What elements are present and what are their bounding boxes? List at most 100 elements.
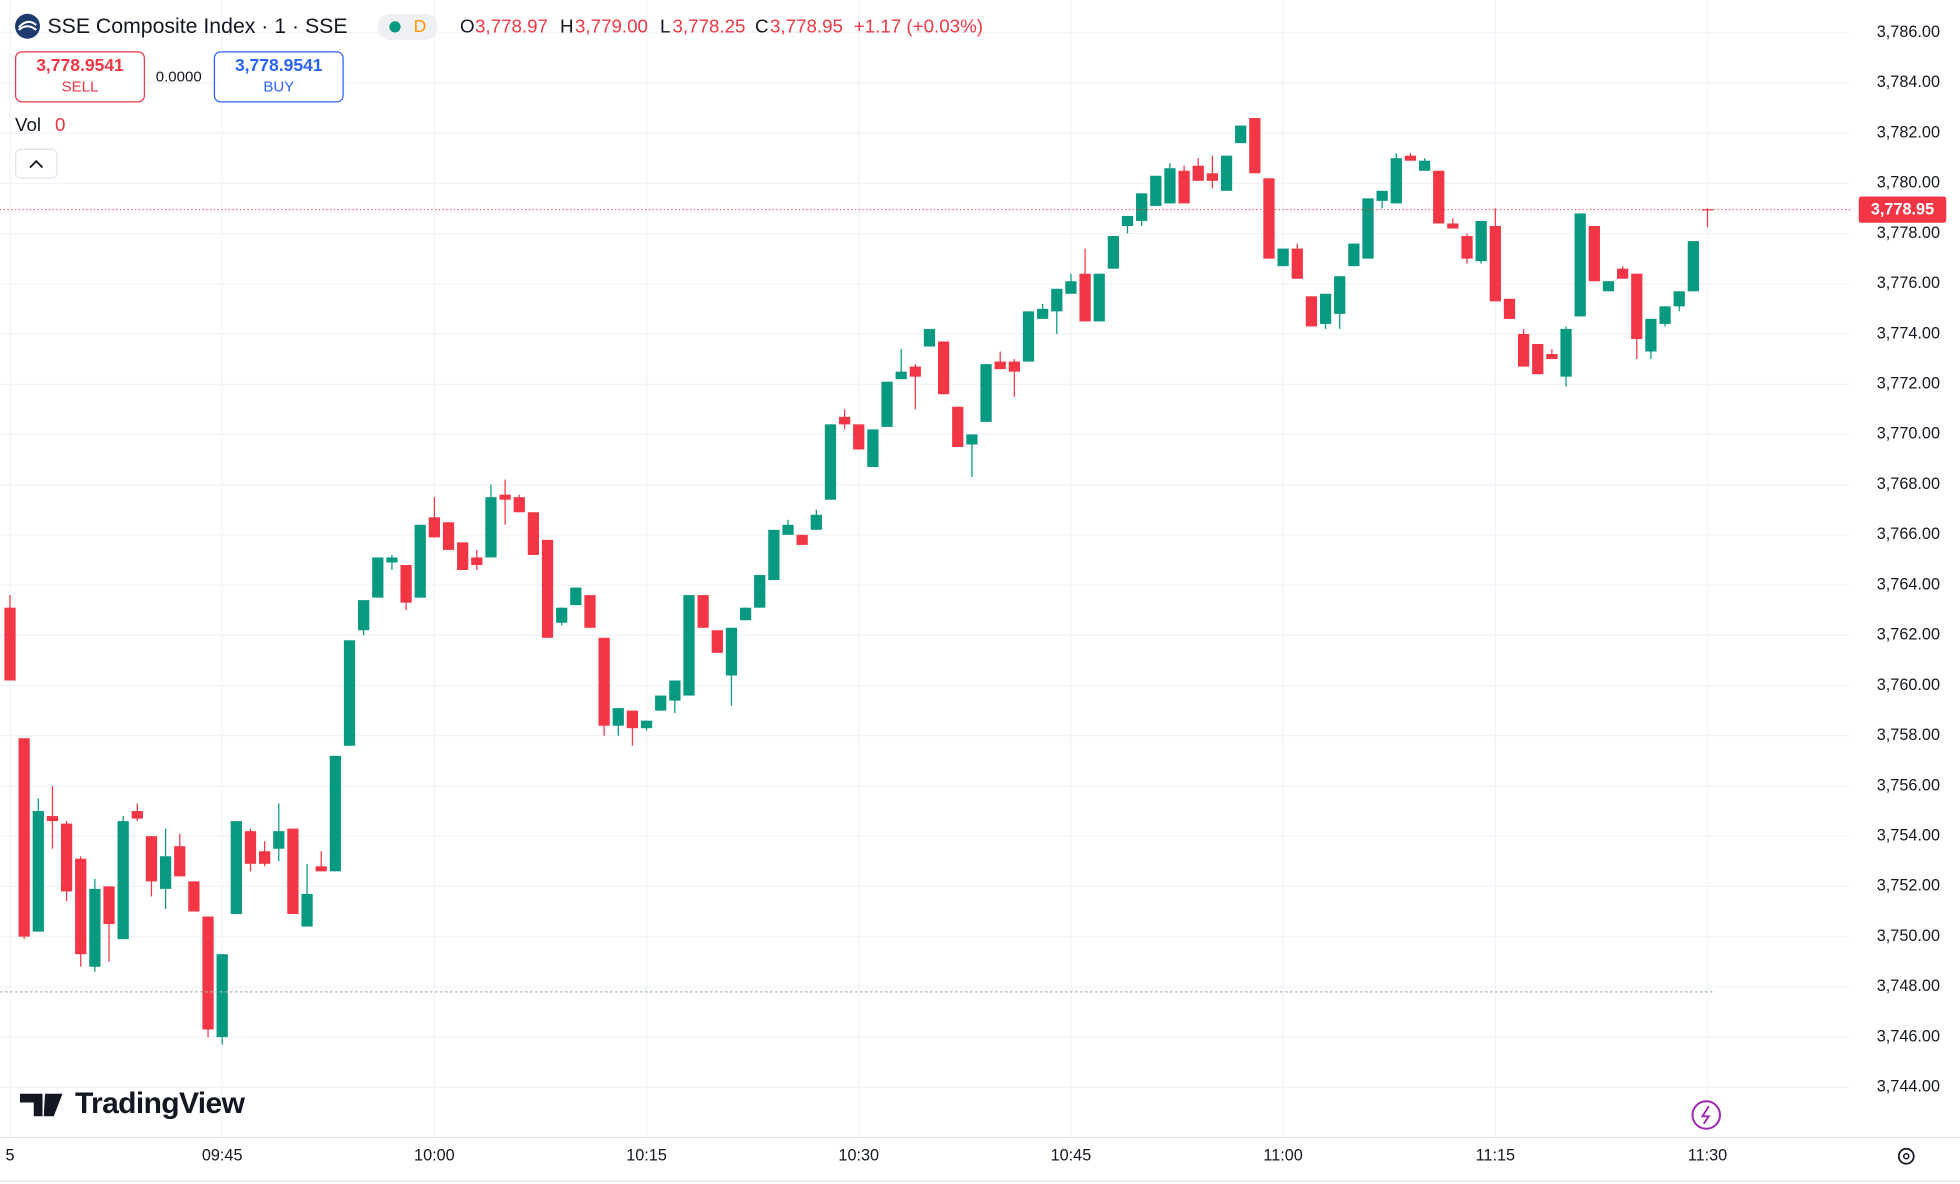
x-tick-label: 10:00 [414, 1147, 455, 1165]
last-price-badge [1858, 196, 1947, 223]
candle-body [32, 811, 44, 932]
candle-body [796, 534, 808, 545]
candle-body [1532, 344, 1544, 375]
status-pill[interactable] [377, 13, 438, 40]
candle-body [1037, 308, 1049, 319]
brand-name[interactable]: TradingView [75, 1087, 246, 1120]
candle-body [1574, 213, 1586, 317]
candles [4, 118, 1714, 1045]
x-tick-label: 10:15 [626, 1147, 667, 1165]
volume-label: Vol [15, 114, 41, 135]
candle-body [230, 821, 242, 915]
y-tick-label: 3,774.00 [1877, 324, 1940, 342]
candle-body [75, 858, 87, 955]
candle-body [117, 821, 129, 940]
x-tick-label: 09:45 [202, 1147, 243, 1165]
candle-body [895, 371, 907, 380]
candle-body [655, 695, 667, 711]
candle-body [1404, 155, 1417, 161]
candle-body [1687, 241, 1699, 292]
ohlc-key: L [660, 15, 670, 36]
candle-body [711, 630, 723, 653]
candle-body [1418, 160, 1431, 171]
spread: 0.0000 [156, 68, 202, 85]
candle-body [301, 893, 313, 927]
y-tick-label: 3,748.00 [1877, 977, 1940, 995]
y-tick-label: 3,750.00 [1877, 927, 1940, 945]
y-tick-label: 3,770.00 [1877, 425, 1940, 443]
y-tick-label: 3,778.00 [1877, 224, 1940, 242]
candle-body [1206, 173, 1219, 181]
candle-body [287, 828, 299, 915]
candle-body [174, 846, 186, 877]
candle-body [1390, 158, 1402, 204]
candle-body [1107, 236, 1119, 269]
candle-body [1546, 354, 1558, 360]
ohlc-key: O [460, 15, 475, 36]
candle-body [980, 364, 992, 422]
candle-body [216, 954, 228, 1038]
candle-body [754, 575, 766, 608]
x-tick-label: 11:00 [1263, 1147, 1302, 1165]
candle-body [372, 557, 384, 598]
alert-icon [1700, 1105, 1711, 1125]
symbol-title[interactable]: SSE Composite Index · 1 · SSE [48, 14, 348, 38]
candle-body [527, 512, 540, 555]
candle-body [570, 587, 582, 606]
candle-body [188, 881, 200, 912]
ohlc-value: 3,779.00 [575, 15, 648, 36]
candle-body [1136, 193, 1148, 221]
buy-price: 3,778.9541 [235, 55, 323, 75]
x-tick-label: 10:45 [1051, 1147, 1092, 1165]
candle-body [994, 361, 1006, 370]
y-tick-label: 3,772.00 [1877, 374, 1940, 392]
ohlc-value: 3,778.25 [673, 15, 746, 36]
candle-body [584, 595, 596, 628]
y-tick-label: 3,762.00 [1877, 626, 1940, 644]
ohlc-value: 3,778.95 [770, 15, 843, 36]
sell-price: 3,778.9541 [36, 55, 124, 75]
candle-body [1121, 215, 1134, 226]
y-tick-label: 3,768.00 [1877, 475, 1940, 493]
y-tick-label: 3,756.00 [1877, 776, 1940, 794]
candle-body [4, 607, 16, 681]
buy-button[interactable] [213, 51, 344, 103]
candle-body [853, 424, 865, 450]
sell-button[interactable] [15, 51, 146, 103]
candle-body [1659, 306, 1671, 324]
candle-body [1673, 291, 1685, 307]
candle-body [1305, 296, 1318, 327]
settings-button[interactable] [1897, 1147, 1915, 1165]
y-tick-label: 3,760.00 [1877, 676, 1940, 694]
ohlc-value: 3,778.97 [475, 15, 548, 36]
candle-body [768, 529, 780, 581]
alert-button[interactable] [1691, 1100, 1721, 1130]
candle-body [1362, 198, 1374, 259]
last-price-label: 3,778.95 [1871, 201, 1934, 219]
settings-icon [1902, 1152, 1910, 1160]
candle-body [329, 755, 341, 872]
candle-body [697, 595, 709, 628]
candle-body [782, 524, 794, 535]
candle-body [541, 539, 554, 638]
candle-body [1051, 288, 1063, 312]
candle-body [1235, 125, 1247, 144]
collapse-button[interactable] [15, 148, 58, 179]
candle-body [1079, 273, 1091, 322]
candle-body [1475, 220, 1487, 262]
candle-body [1008, 361, 1020, 372]
interval-badge: D [414, 16, 427, 36]
candle-body [938, 341, 950, 395]
candle-body [358, 600, 370, 631]
candle-body [1249, 118, 1261, 174]
x-tick-label: 11:30 [1688, 1147, 1727, 1165]
candle-body [739, 607, 752, 621]
candle-body [259, 851, 271, 864]
candle-body [400, 564, 412, 603]
grid [0, 0, 1850, 1138]
y-tick-label: 3,764.00 [1877, 575, 1940, 593]
candle-body [428, 517, 440, 538]
candle-body [1150, 175, 1162, 206]
candle-body [46, 816, 59, 822]
